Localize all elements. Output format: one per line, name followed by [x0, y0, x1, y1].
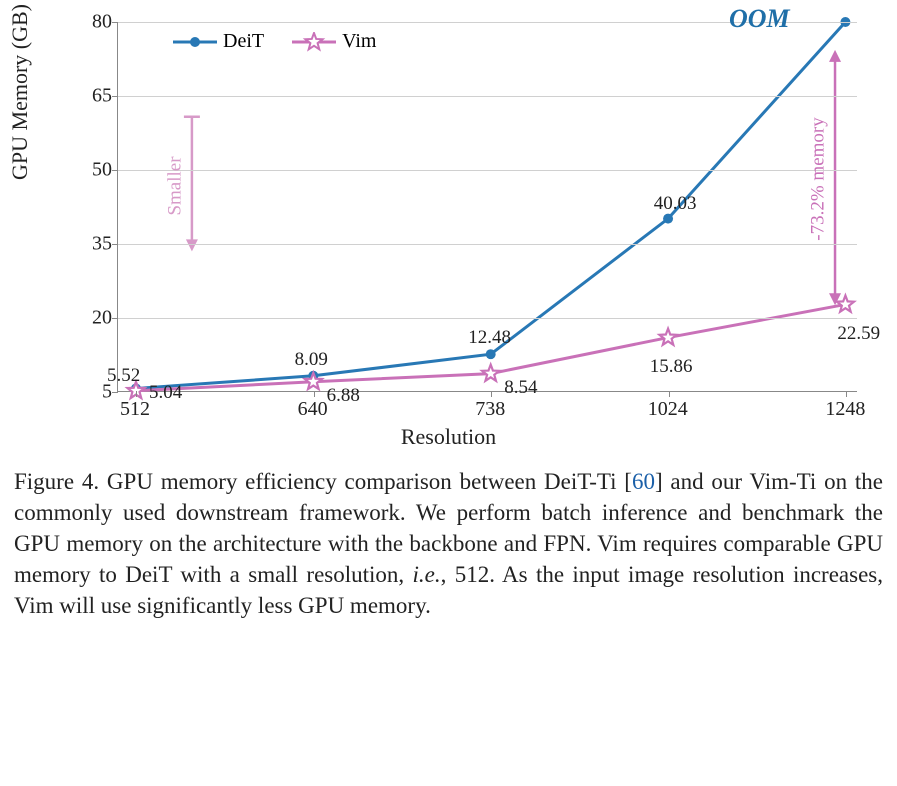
caption-ref: 60 [632, 469, 655, 494]
legend-item-vim: Vim [292, 30, 376, 53]
y-tick-label: 65 [77, 85, 112, 108]
y-tick-label: 35 [77, 233, 112, 256]
x-tick-mark [136, 391, 137, 397]
x-axis-label: Resolution [401, 424, 496, 450]
marker-star [660, 329, 677, 345]
data-label: 6.88 [327, 385, 360, 407]
x-tick-mark [314, 391, 315, 397]
caption-prefix: Figure 4. [14, 469, 99, 494]
y-tick-mark [112, 318, 118, 319]
data-label: 8.09 [295, 349, 328, 371]
data-label: 8.54 [504, 377, 537, 399]
smaller-arrow-head [186, 239, 198, 251]
memory-annotation-text: -73.2% memory [808, 117, 830, 240]
y-tick-label: 80 [77, 11, 112, 34]
gridline [118, 170, 857, 171]
memory-arrow-head-top [829, 50, 841, 62]
marker-star [837, 295, 854, 311]
data-label: 5.04 [149, 382, 182, 404]
data-label: 22.59 [837, 323, 880, 345]
data-label: 15.86 [650, 356, 693, 378]
x-tick-label: 1024 [638, 398, 698, 421]
x-tick-mark [669, 391, 670, 397]
chart-container: DeiTVim GPU Memory (GB) Resolution 52035… [12, 12, 885, 442]
data-label: 5.52 [107, 365, 140, 387]
legend-label: Vim [342, 30, 376, 53]
x-tick-mark [846, 391, 847, 397]
legend-swatch [292, 32, 336, 52]
smaller-annotation-text: Smaller [165, 156, 187, 215]
legend-item-deit: DeiT [173, 30, 264, 53]
y-axis-label: GPU Memory (GB) [7, 4, 33, 180]
marker-star [482, 365, 499, 381]
y-tick-mark [112, 96, 118, 97]
gridline [118, 244, 857, 245]
figure-caption: Figure 4. GPU memory efficiency comparis… [12, 460, 885, 621]
oom-annotation: OOM [729, 4, 790, 34]
data-label: 40.03 [654, 193, 697, 215]
marker-circle [486, 349, 496, 359]
y-tick-mark [112, 170, 118, 171]
gridline [118, 318, 857, 319]
chart-legend: DeiT Vim [173, 30, 376, 53]
x-tick-mark [491, 391, 492, 397]
y-tick-label: 20 [77, 307, 112, 330]
y-tick-mark [112, 244, 118, 245]
data-label: 12.48 [468, 327, 511, 349]
caption-ie: i.e. [413, 562, 441, 587]
y-tick-mark [112, 22, 118, 23]
x-tick-label: 1248 [815, 398, 875, 421]
y-tick-mark [112, 392, 118, 393]
x-tick-label: 738 [460, 398, 520, 421]
caption-text-1: GPU memory efficiency comparison between… [99, 469, 632, 494]
legend-swatch [173, 32, 217, 52]
legend-label: DeiT [223, 30, 264, 53]
y-tick-label: 50 [77, 159, 112, 182]
gridline [118, 96, 857, 97]
